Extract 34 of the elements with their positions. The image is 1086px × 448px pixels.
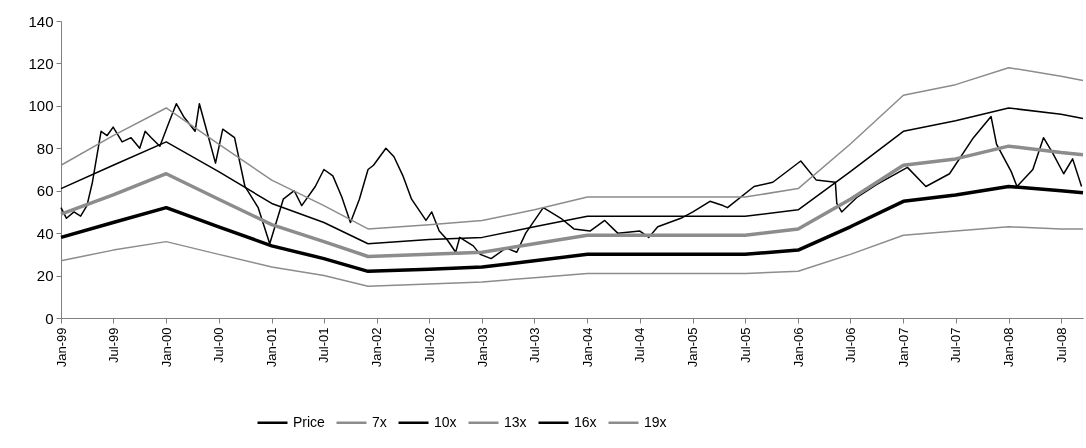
x-tick-label: Jul-06	[842, 327, 858, 363]
legend-label: 13x	[504, 413, 527, 430]
y-tick-label: 120	[28, 54, 54, 72]
x-tick-label: Jul-04	[632, 327, 648, 363]
x-tick-label: Jul-00	[211, 327, 227, 363]
x-tick-label: Jan-07	[895, 327, 911, 368]
x-tick-label: Jan-08	[1001, 327, 1017, 368]
y-tick-label: 100	[28, 97, 54, 115]
x-tick-label: Jul-05	[737, 327, 753, 363]
x-tick-label: Jul-03	[526, 327, 542, 363]
x-tick-label: Jan-01	[264, 327, 280, 368]
x-tick-label: Jan-99	[53, 327, 69, 368]
x-tick-label: Jan-02	[369, 327, 385, 368]
x-tick-label: Jul-02	[421, 327, 437, 363]
x-tick-label: Jul-01	[316, 327, 332, 363]
legend-label: 7x	[372, 413, 387, 430]
x-tick-label: Jul-07	[948, 327, 964, 363]
x-tick-label: Jan-00	[158, 327, 174, 368]
legend-label: 16x	[574, 413, 597, 430]
x-tick-label: Jan-04	[579, 327, 595, 368]
y-tick-label: 80	[36, 139, 54, 157]
x-tick-label: Jul-08	[1053, 327, 1069, 363]
y-tick-label: 60	[36, 182, 54, 200]
y-tick-label: 20	[36, 267, 54, 285]
legend-label: 10x	[434, 413, 457, 430]
x-tick-label: Jan-06	[790, 327, 806, 368]
y-tick-label: 140	[28, 12, 54, 30]
legend-label: 19x	[644, 413, 667, 430]
x-tick-label: Jan-03	[474, 327, 490, 368]
y-tick-label: 40	[36, 224, 54, 242]
y-tick-label: 0	[45, 309, 54, 327]
x-tick-label: Jul-99	[105, 327, 121, 363]
x-tick-label: Jan-05	[685, 327, 701, 368]
legend-label: Price	[293, 413, 326, 430]
